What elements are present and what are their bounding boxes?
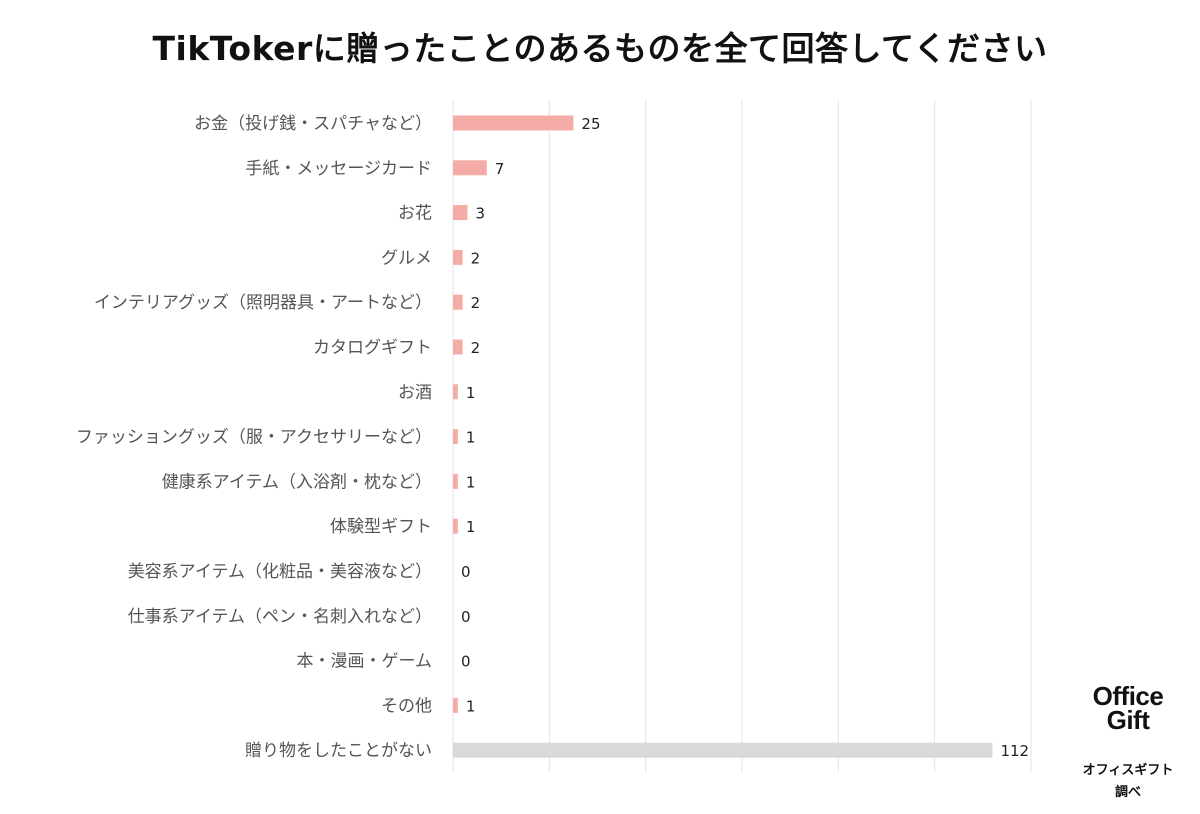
category-label: 本・漫画・ゲーム [297,652,433,672]
category-label: グルメ [381,248,432,268]
bar [453,384,458,400]
bar [453,160,487,176]
bar [453,249,463,265]
value-label: 7 [495,160,505,178]
credit-line-2: 調べ [1114,785,1141,800]
value-label: 0 [461,563,471,581]
logo-line-2: Gift [1106,705,1150,735]
value-label: 2 [471,294,481,312]
logo-line-1: Office [1092,681,1164,711]
value-label: 2 [471,339,481,357]
category-label: 手紙・メッセージカード [245,159,432,179]
bar [453,205,468,221]
value-label: 2 [471,249,481,267]
source-credit: オフィスギフト 調べ [1058,760,1198,804]
bar [453,742,993,758]
value-label: 1 [466,518,476,536]
value-label: 1 [466,384,476,402]
category-label: 美容系アイテム（化粧品・美容液など） [128,562,432,582]
value-label: 1 [466,429,476,447]
category-label: カタログギフト [313,338,432,358]
value-label: 1 [466,697,476,715]
bar [453,429,458,445]
category-label: 健康系アイテム（入浴剤・枕など） [162,472,432,492]
bar [453,697,458,713]
value-label: 0 [461,653,471,671]
value-label: 0 [461,608,471,626]
value-label: 112 [1000,742,1029,760]
bar [453,294,463,310]
category-label: お金（投げ銭・スパチャなど） [194,114,432,134]
category-label: インテリアグッズ（照明器具・アートなど） [94,293,432,313]
category-label: お酒 [398,383,432,403]
chart-title: TikTokerに贈ったことのあるものを全て回答してください [152,29,1048,68]
category-label: お花 [398,204,432,224]
credit-line-1: オフィスギフト [1082,763,1174,778]
office-gift-logo: Office Gift [1068,681,1188,735]
bar [453,473,458,489]
category-label: その他 [381,696,432,716]
bar [453,518,458,534]
value-label: 3 [475,205,485,223]
category-label: 贈り物をしたことがない [245,741,432,761]
category-label: 体験型ギフト [330,517,432,537]
category-label: 仕事系アイテム（ペン・名刺入れなど） [128,607,432,627]
bar [453,339,463,355]
category-label: ファッショングッズ（服・アクセサリーなど） [76,428,432,448]
value-label: 25 [581,115,600,133]
value-label: 1 [466,473,476,491]
bar [453,115,574,131]
